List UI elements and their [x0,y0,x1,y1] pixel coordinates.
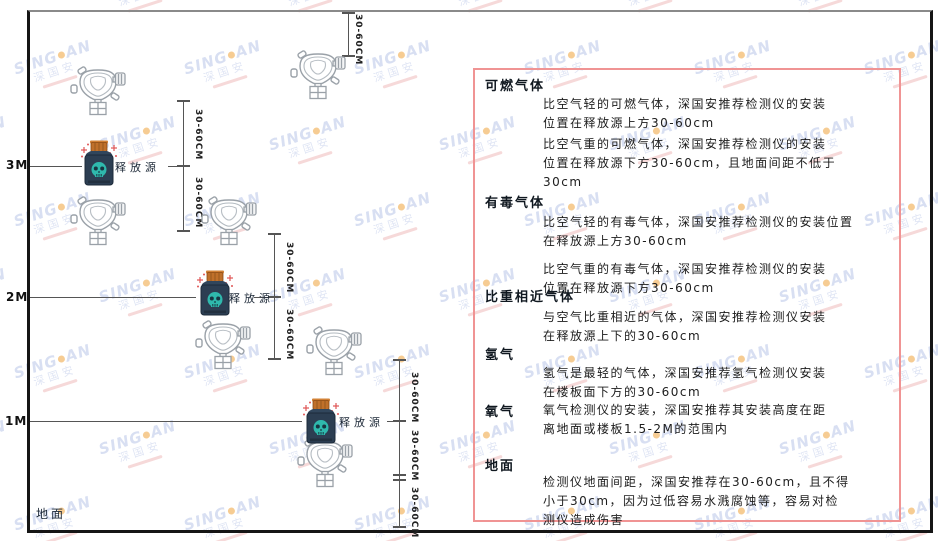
dimension-label: 30-60CM [409,430,419,482]
dimension-tick [393,479,406,481]
dimension-tick [393,359,406,361]
dimension-tick [393,474,406,476]
dimension-tick [177,100,190,102]
gas-detector-icon [70,196,126,246]
section-paragraph: 比空气轻的可燃气体，深国安推荐检测仪的安装 位置在释放源上方30-60cm [543,97,827,130]
section-paragraph: 比空气重的可燃气体，深国安推荐检测仪的安装 位置在释放源下方30-60cm，且地… [543,137,837,189]
release-source-icon [79,140,119,188]
release-source-label: 释放源 [115,161,160,174]
axis-label-3m: 3M [6,158,29,172]
section-heading-flammable-gas: 可燃气体 [485,79,546,94]
dimension-line-ceiling [348,12,349,57]
gas-detector-icon [306,326,362,376]
dimension-label: 30-60CM [409,487,419,539]
dimension-line-1m [399,359,400,528]
room-frame [27,10,933,533]
gas-detector-icon [290,50,346,100]
dimension-label: 30-60CM [193,109,203,161]
axis-label-1m: 1M [5,414,28,428]
recommendations-panel: 可燃气体 比空气轻的可燃气体，深国安推荐检测仪的安装 位置在释放源上方30-60… [473,68,901,527]
dimension-label: 30-60CM [409,372,419,424]
dimension-label: 30-60CM [353,14,363,66]
level-line-3m [30,166,82,167]
dimension-tick [393,420,406,422]
section-paragraph: 检测仪地面间距，深国安推荐在30-60cm，且不得 小于30cm，因为过低容易水… [543,475,850,527]
dimension-tick [268,358,281,360]
section-paragraph: 比空气重的有毒气体，深国安推荐检测仪的安装 位置在释放源下方30-60cm [543,262,827,295]
section-heading-toxic-gas: 有毒气体 [485,196,546,211]
gas-detector-icon [201,196,257,246]
dimension-tick [393,526,406,528]
release-source-label: 释放源 [339,416,384,429]
section-paragraph: 与空气比重相近的气体，深国安推荐检测仪安装 在释放源上下的30-60cm [543,310,827,343]
release-source-label: 释放源 [229,292,274,305]
dimension-tick [268,233,281,235]
gas-detector-icon [195,320,251,370]
section-heading-oxygen: 氧气 [485,405,516,420]
axis-label-2m: 2M [6,290,29,304]
dimension-label: 30-60CM [193,177,203,229]
level-line-2m-right [254,297,274,298]
level-line-3m-right [168,166,183,167]
section-heading-hydrogen: 氢气 [485,348,516,363]
level-line-1m [30,421,302,422]
dimension-tick [268,296,281,298]
ground-label: 地面 [36,507,67,521]
level-line-2m [30,297,196,298]
dimension-tick [342,12,355,14]
section-paragraph: 比空气轻的有毒气体，深国安推荐检测仪的安装位置 在释放源上方30-60cm [543,215,854,248]
release-source-icon [195,270,235,318]
section-heading-similar-density-gas: 比重相近气体 [485,290,576,305]
section-heading-ground: 地面 [485,459,516,474]
dimension-label: 30-60CM [284,309,294,361]
dimension-tick [342,55,355,57]
section-paragraph: 氢气是最轻的气体，深国安推荐氢气检测仪安装 在楼板面下方的30-60cm [543,366,827,399]
dimension-tick [177,165,190,167]
dimension-tick [177,230,190,232]
section-paragraph: 氧气检测仪的安装，深国安推荐其安装高度在距 离地面或楼板1.5-2M的范围内 [543,403,827,436]
gas-detector-icon [70,66,126,116]
dimension-label: 30-60CM [284,242,294,294]
release-source-icon [301,398,341,446]
